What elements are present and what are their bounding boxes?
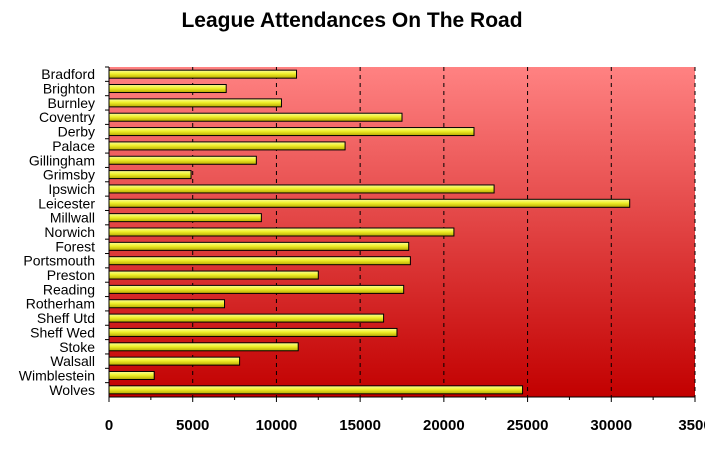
bar bbox=[108, 256, 411, 266]
bar bbox=[108, 284, 405, 294]
category-label: Reading bbox=[43, 281, 95, 297]
category-label: Wolves bbox=[49, 382, 95, 398]
gridlines bbox=[192, 67, 696, 397]
category-label: Millwall bbox=[50, 210, 95, 226]
category-label: Preston bbox=[47, 267, 95, 283]
bar bbox=[108, 69, 298, 79]
x-tick-label: 20000 bbox=[423, 417, 465, 434]
x-tick-label: 15000 bbox=[339, 417, 381, 434]
bar bbox=[108, 184, 495, 194]
category-label: Walsall bbox=[50, 353, 95, 369]
category-label: Burnley bbox=[48, 95, 95, 111]
category-label: Brighton bbox=[43, 81, 95, 97]
category-label: Stoke bbox=[59, 339, 95, 355]
category-label: Grimsby bbox=[43, 167, 95, 183]
bar bbox=[108, 342, 299, 352]
bar bbox=[108, 112, 403, 122]
category-label: Gillingham bbox=[29, 152, 95, 168]
bar bbox=[108, 227, 455, 237]
bar bbox=[108, 270, 319, 280]
bar bbox=[108, 213, 262, 223]
category-label: Ipswich bbox=[48, 181, 95, 197]
x-tick-label: 25000 bbox=[507, 417, 549, 434]
bar bbox=[108, 198, 631, 208]
bar bbox=[108, 127, 475, 137]
category-label: Derby bbox=[58, 124, 95, 140]
chart-title: League Attendances On The Road bbox=[181, 9, 522, 32]
category-label: Portsmouth bbox=[23, 253, 95, 269]
bar bbox=[108, 84, 227, 94]
axes bbox=[105, 66, 696, 402]
bar bbox=[108, 98, 282, 108]
bar bbox=[108, 327, 398, 337]
category-label: Leicester bbox=[38, 195, 95, 211]
category-label: Norwich bbox=[44, 224, 95, 240]
bar bbox=[108, 370, 155, 380]
category-label: Sheff Wed bbox=[30, 324, 95, 340]
bar bbox=[108, 141, 346, 151]
bar bbox=[108, 313, 385, 323]
x-tick-label: 10000 bbox=[256, 417, 298, 434]
category-label: Bradford bbox=[41, 66, 95, 82]
category-label: Forest bbox=[55, 238, 95, 254]
bar bbox=[108, 385, 524, 395]
bar bbox=[108, 155, 257, 165]
bar bbox=[108, 356, 241, 366]
x-tick-label: 30000 bbox=[590, 417, 632, 434]
category-label: Coventry bbox=[39, 109, 95, 125]
x-tick-label: 5000 bbox=[176, 417, 209, 434]
x-tick-label: 0 bbox=[105, 417, 113, 434]
category-label: Palace bbox=[52, 138, 95, 154]
bar bbox=[108, 170, 192, 180]
category-label: Sheff Utd bbox=[37, 310, 95, 326]
category-label: Wimblestein bbox=[19, 367, 95, 383]
x-tick-labels: 0 5000 10000 15000 20000 25000 30000 3500 bbox=[105, 417, 705, 434]
x-tick-label: 3500 bbox=[678, 417, 705, 434]
bar bbox=[108, 299, 226, 309]
bar bbox=[108, 241, 410, 251]
category-label: Rotherham bbox=[26, 296, 95, 312]
category-labels: BradfordBrightonBurnleyCoventryDerbyPala… bbox=[19, 66, 96, 398]
